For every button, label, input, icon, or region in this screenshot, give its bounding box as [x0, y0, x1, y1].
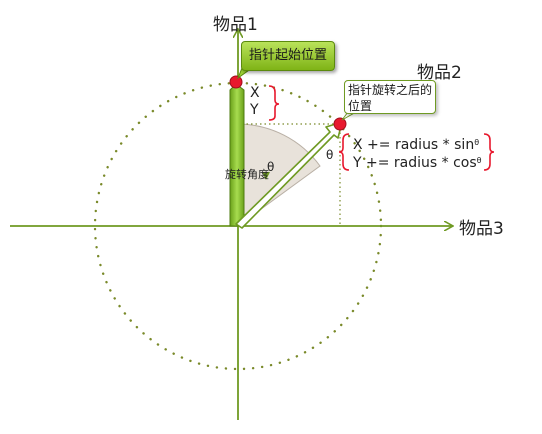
formula-y: Y += radius * cosθ — [353, 152, 482, 172]
start-x-label: X — [250, 85, 260, 102]
formula-right-brace — [484, 134, 494, 170]
formula-y-theta: θ — [477, 156, 482, 165]
start-point-marker — [230, 76, 242, 88]
y-axis-label: 物品1 — [213, 10, 258, 35]
start-position-callout: 指针起始位置 — [241, 41, 335, 71]
x-axis-label: 物品3 — [459, 214, 504, 239]
rotated-point-marker — [334, 118, 346, 130]
rotation-angle-label: 旋转角度 — [225, 166, 269, 182]
formula-x-text: X += radius * sin — [353, 137, 474, 153]
formula-x: X += radius * sinθ — [353, 134, 479, 154]
start-pointer-bar — [230, 84, 244, 226]
theta-projection-label: θ — [326, 148, 333, 162]
xy-brace — [269, 86, 279, 120]
formula-y-text: Y += radius * cos — [353, 155, 477, 171]
formula-x-theta: θ — [474, 138, 479, 147]
start-y-label: Y — [250, 102, 259, 119]
after-rotation-callout: 指针旋转之后的位置 — [344, 80, 436, 114]
